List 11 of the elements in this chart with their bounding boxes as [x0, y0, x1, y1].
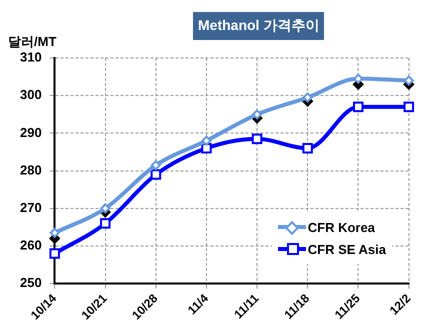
y-tick-label: 310 [20, 50, 42, 65]
y-tick-label: 270 [20, 200, 42, 215]
y-axis-title: 달러/MT [8, 33, 56, 51]
y-tick-label: 290 [20, 124, 42, 140]
legend-label: CFR SE Asia [308, 242, 386, 256]
y-tick-label: 250 [20, 275, 42, 290]
y-tick-label: 300 [20, 87, 42, 102]
legend-label: CFR Korea [308, 220, 375, 234]
y-tick-label: 260 [20, 238, 42, 253]
chart-title: Methanol 가격추이 [193, 12, 324, 40]
y-tick-label: 280 [20, 162, 42, 178]
